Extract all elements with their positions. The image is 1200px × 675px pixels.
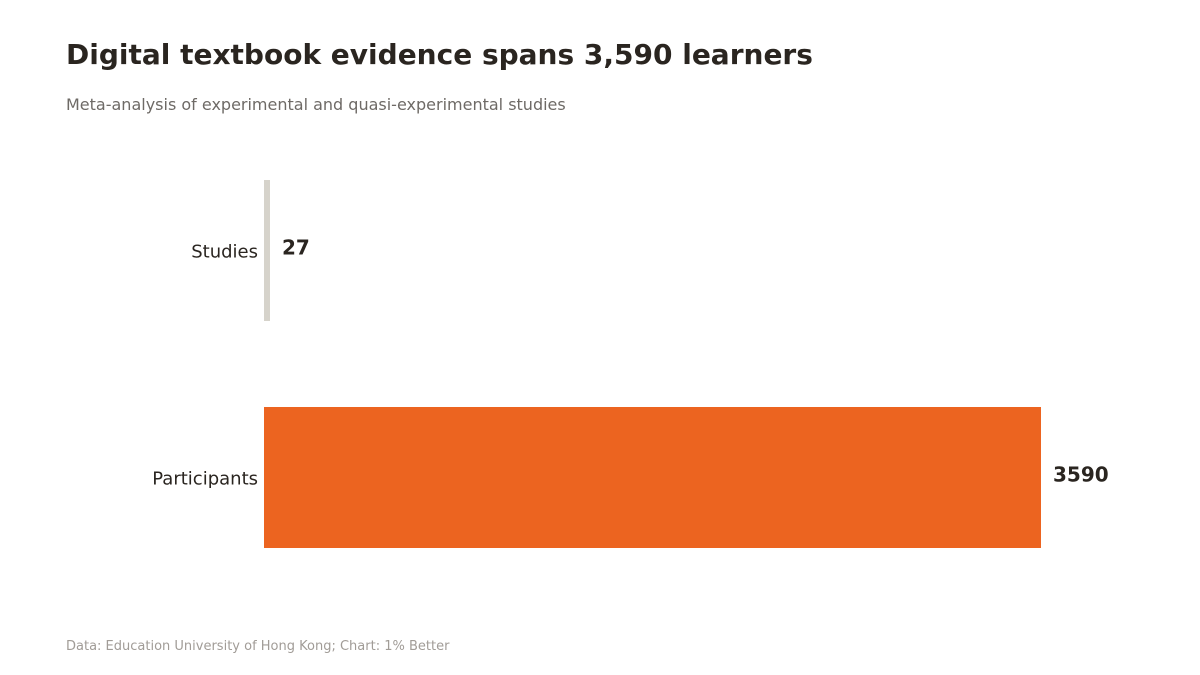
chart-title: Digital textbook evidence spans 3,590 le… — [66, 38, 813, 71]
value-label-studies: 27 — [282, 236, 310, 260]
chart-subtitle: Meta-analysis of experimental and quasi-… — [66, 95, 566, 114]
value-label-participants: 3590 — [1053, 463, 1109, 487]
category-label-participants: Participants — [152, 469, 258, 490]
bar-studies — [264, 180, 270, 321]
source-note: Data: Education University of Hong Kong;… — [66, 639, 450, 654]
bar-participants — [264, 407, 1041, 548]
bars-layer: Studies 27 Participants 3590 — [152, 180, 1109, 548]
category-label-studies: Studies — [191, 242, 258, 263]
